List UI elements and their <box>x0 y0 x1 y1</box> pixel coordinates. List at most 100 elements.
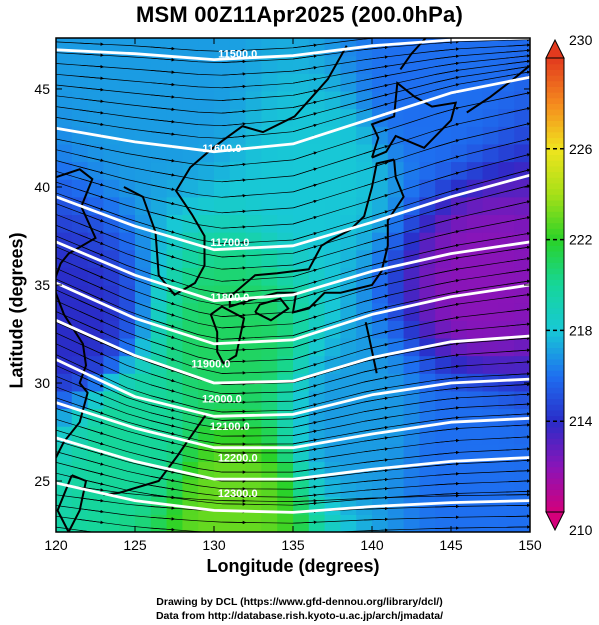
heat-cell <box>340 373 357 392</box>
streamline-arrow <box>435 481 460 486</box>
heat-cell <box>482 73 499 92</box>
heat-cell <box>150 90 168 110</box>
heat-cell <box>198 373 215 392</box>
streamline-arrow <box>506 279 530 285</box>
streamline-arrow <box>79 395 104 406</box>
heat-cell <box>419 108 436 127</box>
streamline-arrow <box>363 145 389 154</box>
coastlines <box>56 38 530 532</box>
colorbar-tick-label: 226 <box>569 141 593 157</box>
heat-cell <box>214 426 231 445</box>
heat-cell <box>277 390 294 410</box>
streamline-arrow <box>79 120 104 127</box>
heat-cell <box>356 390 373 410</box>
contour-labels: 11500.0 11600.0 11700.0 11800.0 11900.0 12000… <box>191 49 257 500</box>
heat-cell <box>435 355 452 374</box>
heat-cell <box>150 408 168 427</box>
heat-cell <box>198 355 215 374</box>
heat-cell <box>166 514 183 532</box>
heat-cell <box>214 337 231 357</box>
heat-cell <box>214 496 231 515</box>
heat-cell <box>387 302 405 321</box>
heat-cell <box>198 443 215 463</box>
heat-cell <box>182 267 199 286</box>
contour-label: 11600.0 <box>202 143 241 155</box>
heat-cell <box>71 337 89 357</box>
heat-cell <box>340 179 357 198</box>
heat-cell <box>324 479 341 498</box>
streamline <box>56 44 530 76</box>
streamline-arrow <box>363 112 389 122</box>
heat-cell <box>103 143 120 163</box>
streamline-arrow <box>435 243 460 251</box>
streamline-arrow <box>79 300 104 312</box>
heat-cell <box>150 514 168 532</box>
heat-cell <box>166 496 183 515</box>
heat-cell <box>419 461 436 480</box>
heat-cell <box>56 337 73 357</box>
heat-cell <box>308 126 326 145</box>
heat-cell <box>293 90 310 110</box>
streamline-arrow <box>363 224 389 233</box>
heat-cell <box>229 267 247 286</box>
streamline-arrow <box>364 495 389 500</box>
chart-title: MSM 00Z11Apr2025 (200.0hPa) <box>136 2 463 27</box>
colorbar-segment <box>546 245 564 252</box>
heat-cell <box>387 38 405 57</box>
streamline-arrow <box>221 336 247 340</box>
streamline-arrow <box>79 245 104 257</box>
streamline-arrow <box>292 303 318 313</box>
streamline-arrow <box>221 278 247 282</box>
heat-cell <box>56 355 73 374</box>
plot-frame <box>55 37 531 533</box>
heat-cell <box>387 443 405 463</box>
streamline-arrow <box>364 260 389 268</box>
streamline-arrow <box>79 53 104 57</box>
heat-cell <box>261 443 278 463</box>
heat-cell <box>135 38 152 57</box>
colorbar-tick-label: 230 <box>569 32 593 48</box>
heat-cell <box>277 196 294 216</box>
streamline-arrow <box>435 504 460 509</box>
heat-cell <box>87 355 104 374</box>
heat-cell <box>214 38 231 57</box>
streamline <box>56 92 530 167</box>
streamline-arrow <box>79 310 104 323</box>
streamline-arrow <box>435 462 460 466</box>
heat-cell <box>71 90 89 110</box>
heat-cell <box>277 479 294 498</box>
heat-cell <box>135 249 152 268</box>
heat-cell <box>514 514 530 532</box>
heat-cell <box>387 426 405 445</box>
streamline-arrow <box>364 271 389 280</box>
heat-cell <box>71 302 89 321</box>
streamline-arrow <box>150 384 176 393</box>
heat-cell <box>245 337 262 357</box>
colorbar-segment <box>546 279 564 286</box>
streamline <box>56 60 530 114</box>
streamline-arrow <box>435 415 460 421</box>
y-tick-label: 30 <box>34 375 50 391</box>
heat-cell <box>56 426 73 445</box>
heat-cell <box>482 443 499 463</box>
heat-cell <box>229 461 247 480</box>
heat-cell <box>403 143 420 163</box>
heat-cell <box>356 461 373 480</box>
heat-cell <box>466 496 484 515</box>
heat-cell <box>387 196 405 216</box>
streamline-arrow <box>435 54 460 60</box>
heat-cell <box>229 179 247 198</box>
heat-cell <box>482 249 499 268</box>
streamline-arrow <box>79 436 104 446</box>
colorbar-segment <box>546 426 564 434</box>
heat-cell <box>324 426 341 445</box>
streamline-arrow <box>292 54 318 60</box>
heat-cell <box>56 38 73 57</box>
heat-cell <box>261 285 278 304</box>
heat-cell <box>372 355 389 374</box>
streamline-arrow <box>79 278 104 290</box>
heat-cell <box>340 55 357 74</box>
coastline-kyushu <box>209 305 246 365</box>
heat-cell <box>514 337 530 357</box>
streamline-arrow <box>221 371 247 375</box>
